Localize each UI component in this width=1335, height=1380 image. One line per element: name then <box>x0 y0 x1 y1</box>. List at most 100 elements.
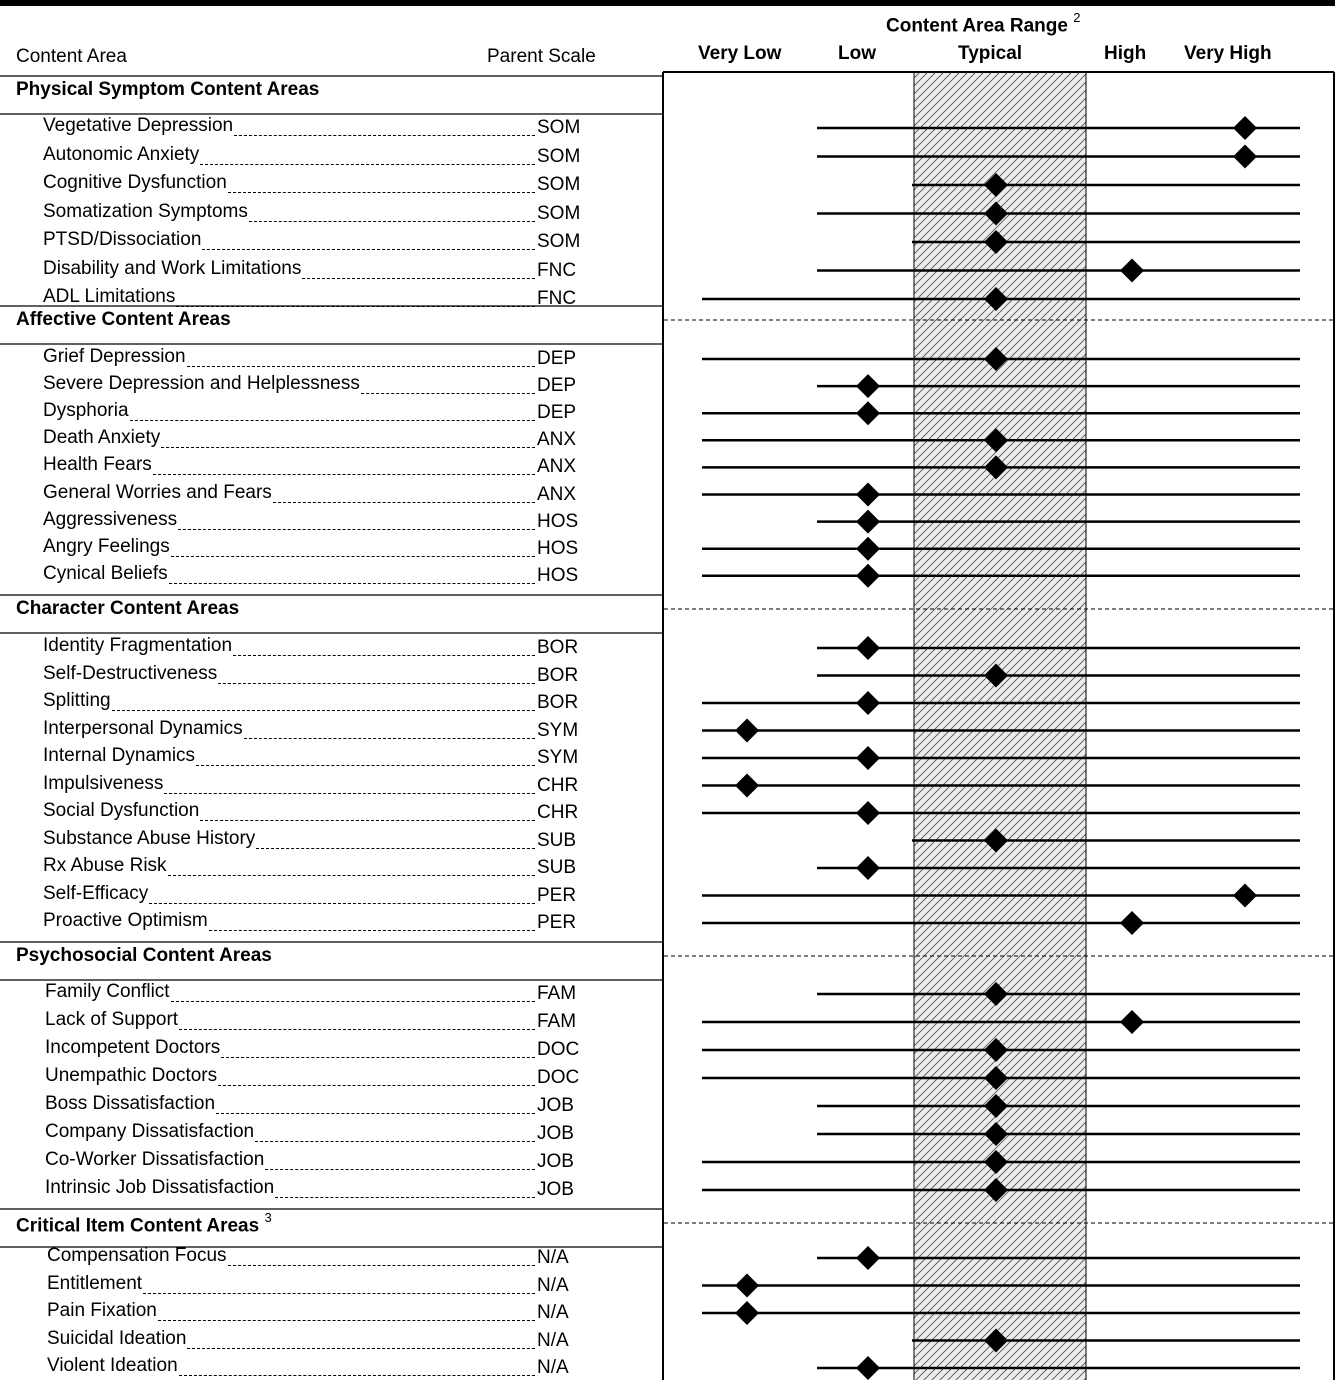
score-marker <box>735 773 759 798</box>
content-area-label: Proactive Optimism <box>43 910 208 931</box>
score-marker <box>856 374 880 399</box>
parent-scale-value: HOS <box>537 537 579 559</box>
score-marker <box>735 718 759 743</box>
dotted-leader <box>170 1001 535 1002</box>
content-area-label: Grief Depression <box>43 346 186 367</box>
parent-scale-value: BOR <box>537 637 579 658</box>
score-marker <box>984 230 1008 254</box>
content-area-label: Intrinsic Job Dissatisfaction <box>45 1177 275 1198</box>
dotted-leader <box>157 1320 535 1321</box>
content-area-label: Angry Feelings <box>43 535 170 557</box>
content-area-label: Identity Fragmentation <box>43 635 233 656</box>
score-marker <box>1120 1010 1144 1034</box>
dotted-leader <box>176 306 535 307</box>
content-area-label: Company Dissatisfaction <box>45 1121 255 1142</box>
section-header: Critical Item Content Areas 3 <box>16 1210 272 1237</box>
content-area-label: Vegetative Depression <box>43 115 234 136</box>
content-area-label: Violent Ideation <box>47 1355 178 1376</box>
score-marker <box>735 1273 759 1298</box>
dotted-leader <box>164 792 535 794</box>
dotted-leader <box>187 1347 535 1349</box>
score-marker <box>856 563 880 588</box>
parent-scale-value: N/A <box>537 1274 569 1296</box>
parent-scale-value: JOB <box>537 1095 574 1116</box>
parent-scale-value: PER <box>537 912 577 933</box>
dotted-leader <box>161 447 535 449</box>
parent-scale-value: SOM <box>537 202 581 224</box>
parent-scale-value: HOS <box>537 510 579 532</box>
level-low: Low <box>838 43 876 64</box>
dotted-leader <box>129 420 535 422</box>
content-area-label: Cognitive Dysfunction <box>43 172 227 193</box>
dotted-leader <box>218 1085 535 1086</box>
score-marker <box>984 828 1008 853</box>
content-area-label: Cynical Beliefs <box>43 562 168 584</box>
section-header: Character Content Areas <box>16 598 239 620</box>
parent-scale-value: FNC <box>537 259 577 281</box>
dotted-leader <box>152 474 535 476</box>
dotted-leader <box>200 163 535 165</box>
section-title: Affective Content Areas <box>16 309 231 330</box>
score-marker <box>1120 911 1144 935</box>
parent-scale-value: N/A <box>537 1302 569 1323</box>
range-footnote: 2 <box>1073 10 1081 25</box>
dotted-leader <box>234 135 535 136</box>
dotted-leader <box>167 875 535 876</box>
score-marker <box>984 1094 1008 1118</box>
parent-scale-value: FNC <box>537 288 577 309</box>
score-marker <box>984 982 1008 1006</box>
parent-scale-value: JOB <box>537 1179 574 1200</box>
dotted-leader <box>360 393 535 395</box>
range-title: Content Area Range 2 <box>886 10 1081 37</box>
score-marker <box>1233 883 1257 908</box>
content-area-label: Rx Abuse Risk <box>43 855 167 876</box>
score-marker <box>1233 116 1257 140</box>
dotted-leader <box>255 1141 535 1142</box>
content-area-label: Incompetent Doctors <box>45 1037 221 1058</box>
content-area-label: Disability and Work Limitations <box>43 257 302 279</box>
content-area-label: Death Anxiety <box>43 427 161 449</box>
score-marker <box>856 746 880 770</box>
score-marker <box>1120 258 1144 283</box>
dotted-leader <box>178 1375 535 1376</box>
level-very-low: Very Low <box>698 43 782 64</box>
parent-scale-value: BOR <box>537 692 579 713</box>
section-title: Physical Symptom Content Areas <box>16 79 320 100</box>
score-marker <box>984 428 1008 453</box>
score-marker <box>984 347 1008 371</box>
dotted-leader <box>143 1292 535 1294</box>
score-marker <box>984 1178 1008 1202</box>
content-area-label: Health Fears <box>43 454 152 476</box>
score-marker <box>856 482 880 507</box>
parent-scale-value: ANX <box>537 429 577 451</box>
parent-scale-value: HOS <box>537 564 579 586</box>
parent-scale-value: DEP <box>537 348 577 369</box>
content-area-label: Compensation Focus <box>47 1245 227 1266</box>
content-area-label: Aggressiveness <box>43 508 178 530</box>
score-marker <box>856 801 880 825</box>
score-marker <box>856 401 880 426</box>
score-marker <box>856 691 880 715</box>
score-marker <box>984 1328 1008 1353</box>
parent-scale-value: SUB <box>537 829 577 851</box>
section-header: Affective Content Areas <box>16 309 231 331</box>
dotted-leader <box>227 1265 535 1266</box>
dotted-leader <box>111 710 535 711</box>
dotted-leader <box>186 366 535 367</box>
score-marker <box>856 1246 880 1270</box>
content-area-label: Autonomic Anxiety <box>43 143 200 165</box>
score-marker <box>984 173 1008 197</box>
level-high: High <box>1104 43 1147 64</box>
dotted-leader <box>233 655 535 656</box>
parent-scale-value: N/A <box>537 1247 569 1268</box>
parent-scale-value: SYM <box>537 719 579 741</box>
parent-scale-value: DOC <box>537 1067 580 1088</box>
parent-scale-value: PER <box>537 884 577 906</box>
parent-scale-value: CHR <box>537 802 579 823</box>
top-rule <box>0 0 1335 6</box>
level-typical: Typical <box>958 43 1023 64</box>
parent-scale-value: FAM <box>537 983 577 1004</box>
content-area-label: Self-Destructiveness <box>43 662 218 684</box>
dotted-leader <box>272 501 535 503</box>
